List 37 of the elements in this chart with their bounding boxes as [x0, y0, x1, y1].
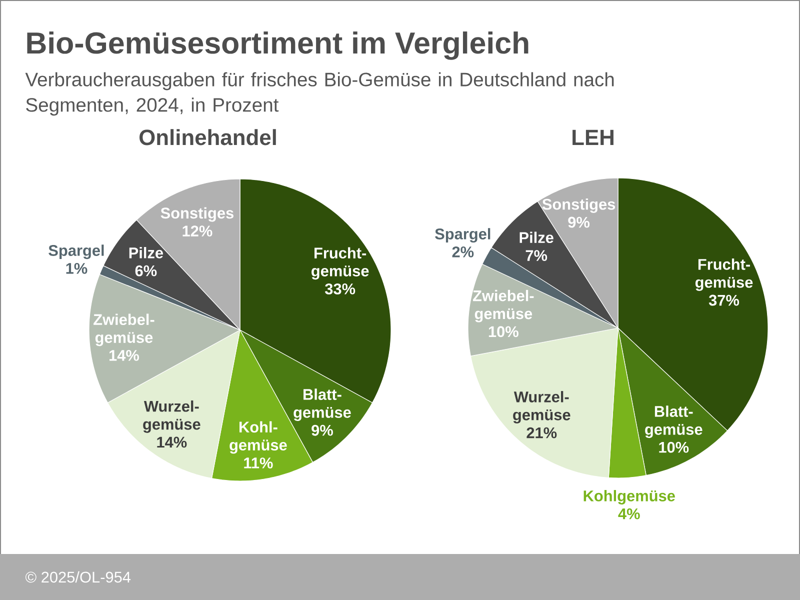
slice-label: Sonstiges [542, 198, 616, 213]
slice-label: Pilze [129, 247, 164, 258]
data-label: 9% [568, 216, 590, 228]
slice-label: Zwiebel- gemüse [94, 314, 154, 346]
data-label: 14% [109, 350, 139, 361]
slice-label: Frucht- gemüse [695, 258, 753, 291]
slice-label: Blatt- gemüse [645, 406, 702, 438]
text: © 2025/OL-954 [25, 571, 131, 583]
data-label: 10% [488, 326, 518, 338]
slice-label: Frucht- gemüse [312, 247, 369, 280]
slice-label: Zwiebel- gemüse [472, 290, 534, 322]
slice-label: Spargel [435, 228, 490, 243]
slice-label: Pilze [520, 232, 554, 244]
data-label: 21% [526, 427, 557, 438]
text: Bio-Gemüsesortiment im Vergleich [27, 31, 528, 60]
data-label: 6% [135, 265, 157, 276]
slice-label: Blatt- gemüse [294, 388, 351, 421]
slice-label: Wurzel- gemüse [143, 400, 200, 433]
data-label: 14% [157, 436, 187, 448]
data-label: 12% [182, 226, 212, 237]
data-label: 10% [659, 442, 689, 453]
data-label: 2% [452, 246, 474, 258]
text: Verbraucherausgaben für frisches Bio-Gemüse in Deutschland nach Segmenten, 2024, in Prozent [25, 72, 614, 116]
chart-title: LEH [572, 130, 614, 145]
slice-label: Kohl- gemüse [230, 421, 287, 454]
data-label: 33% [324, 283, 356, 294]
data-label: 1% [66, 263, 88, 274]
slice-label: Spargel [48, 244, 104, 260]
data-label: 7% [526, 250, 548, 261]
slice-label: Wurzel- gemüse [513, 391, 570, 424]
data-label: 9% [312, 424, 333, 436]
data-label: 11% [244, 458, 273, 468]
data-label: 37% [708, 294, 740, 306]
chart-title: Onlinehandel [140, 129, 276, 146]
data-label: 4% [618, 508, 640, 520]
slice-label: Kohlgemüse [584, 490, 675, 504]
slice-label: Sonstiges [160, 207, 234, 222]
